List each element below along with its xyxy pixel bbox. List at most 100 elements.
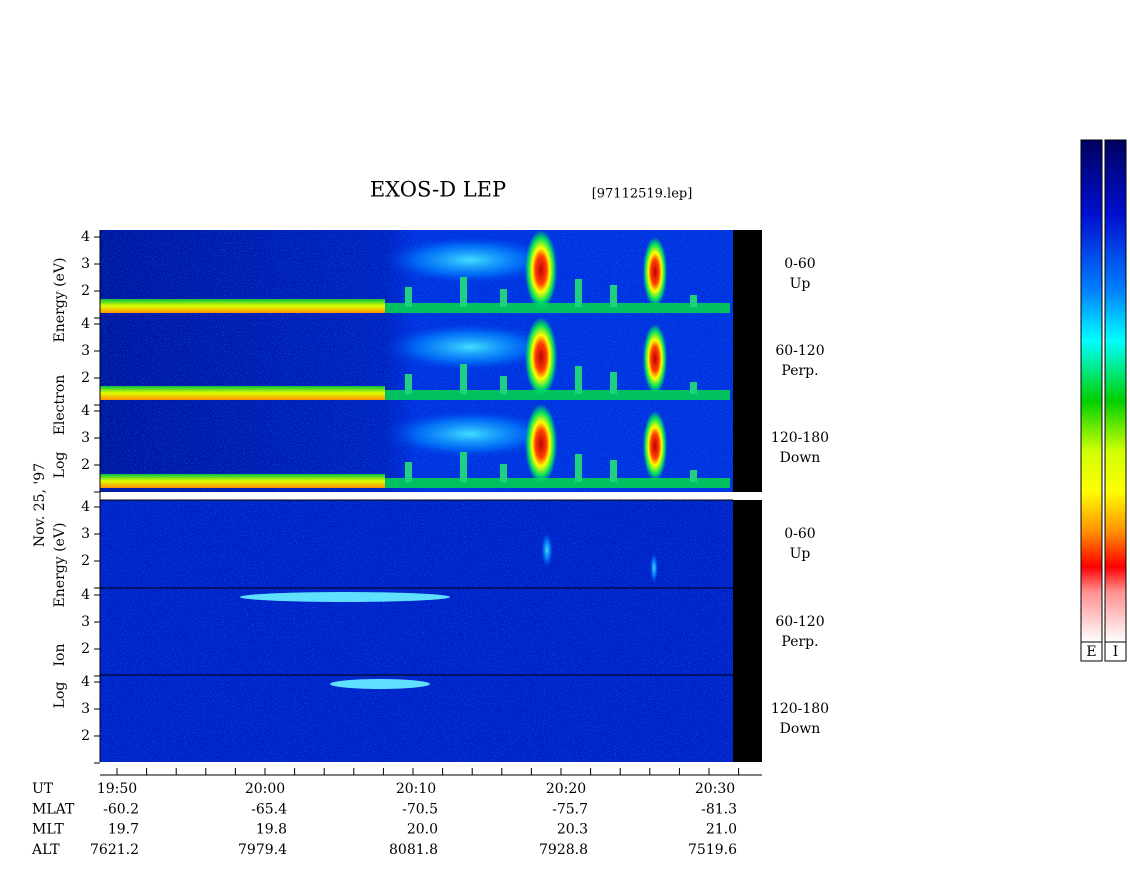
- ephemeris-value: -81.3: [701, 801, 737, 817]
- low-energy-band: [385, 478, 730, 488]
- no-data: [733, 317, 762, 404]
- date: Nov. 25, '97: [32, 463, 48, 547]
- ion-band: [330, 679, 430, 689]
- spike: [575, 454, 582, 482]
- file-name: [97112519.lep]: [592, 187, 693, 202]
- pitch-angle-direction: Perp.: [781, 363, 818, 379]
- pitch-angle-direction: Up: [790, 276, 811, 292]
- title: EXOS-D LEP: [370, 178, 506, 202]
- pitch-angle-direction: Perp.: [781, 634, 818, 650]
- y-tick-label: 3: [81, 614, 90, 630]
- spike: [460, 452, 467, 482]
- y-tick-label: 4: [81, 316, 90, 332]
- hot-spot: [525, 404, 557, 484]
- spike: [460, 277, 467, 307]
- ion-subpanel: [100, 674, 762, 762]
- ephemeris-value: 7979.4: [238, 842, 287, 858]
- spike: [610, 460, 617, 482]
- arch: [380, 235, 560, 285]
- spike: [690, 470, 697, 482]
- y-tick-label: 3: [81, 343, 90, 359]
- y-tick-label: 4: [81, 587, 90, 603]
- no-data: [733, 588, 762, 675]
- ephemeris-value: 21.0: [706, 822, 737, 838]
- ephemeris-row-name: ALT: [31, 842, 60, 858]
- ephemeris-value: 19:50: [97, 781, 137, 797]
- low-energy-band: [100, 474, 385, 488]
- ion-subpanel: [100, 587, 762, 675]
- low-energy-band: [100, 299, 385, 313]
- low-energy-band: [385, 303, 730, 313]
- spike: [500, 289, 507, 307]
- electron-subpanel: [100, 404, 762, 492]
- y-tick-label: 4: [81, 674, 90, 690]
- y-tick-label: 2: [81, 728, 90, 744]
- ephemeris-value: 20:00: [245, 781, 285, 797]
- electron-subpanel: [100, 230, 762, 317]
- y-tick-label: 2: [81, 283, 90, 299]
- y-tick-label: 3: [81, 701, 90, 717]
- pitch-angle-direction: Down: [780, 450, 821, 466]
- spectrogram-noise: [100, 675, 733, 762]
- no-data: [733, 230, 762, 317]
- y-tick-label: 3: [81, 256, 90, 272]
- ephemeris-value: 19.7: [108, 822, 139, 838]
- hot-spot: [541, 532, 553, 568]
- spike: [610, 285, 617, 307]
- ephemeris-value: 7519.6: [688, 842, 737, 858]
- y-tick-label: 3: [81, 430, 90, 446]
- y-tick-label: 3: [81, 526, 90, 542]
- ephemeris-value: 7928.8: [539, 842, 588, 858]
- low-energy-band: [100, 386, 385, 400]
- color-bar-label: I: [1113, 644, 1119, 660]
- ephemeris-value: -70.5: [402, 801, 438, 817]
- spike: [500, 464, 507, 482]
- color-bar-label: E: [1086, 644, 1096, 660]
- ephemeris-value: 19.8: [256, 822, 287, 838]
- y-tick-label: 4: [81, 403, 90, 419]
- hot-spot: [643, 237, 667, 307]
- y-tick-label: 2: [81, 553, 90, 569]
- no-data: [733, 675, 762, 762]
- spike: [690, 295, 697, 307]
- low-energy-band: [385, 390, 730, 400]
- ion-band: [240, 592, 450, 602]
- hot-spot: [525, 230, 557, 310]
- electron-axis-label: Log: [52, 452, 68, 479]
- electron-subpanel: [100, 317, 762, 404]
- spike: [405, 374, 412, 394]
- ephemeris-value: 20.0: [407, 822, 438, 838]
- pitch-angle-range: 120-180: [771, 430, 829, 446]
- pitch-angle-direction: Up: [790, 546, 811, 562]
- arch: [380, 322, 560, 372]
- color-bar: [1104, 139, 1127, 643]
- pitch-angle-range: 0-60: [784, 526, 815, 542]
- spike: [460, 364, 467, 394]
- ephemeris-row-name: UT: [32, 781, 54, 797]
- ephemeris-value: 20.3: [557, 822, 588, 838]
- spectrogram-noise: [100, 500, 733, 588]
- ephemeris-value: -60.2: [103, 801, 139, 817]
- ion-axis-label: Ion: [52, 644, 68, 667]
- ephemeris-row-name: MLT: [32, 822, 64, 838]
- spike: [610, 372, 617, 394]
- spectrogram-noise: [100, 588, 733, 675]
- pitch-angle-range: 120-180: [771, 701, 829, 717]
- color-bar-label-box: [1080, 641, 1103, 662]
- ephemeris-value: 7621.2: [90, 842, 139, 858]
- ephemeris-value: 20:10: [396, 781, 436, 797]
- ion-axis-label: Energy (eV): [52, 523, 68, 608]
- ion-axis-label: Log: [52, 682, 68, 709]
- y-tick-label: 2: [81, 641, 90, 657]
- ephemeris-value: -75.7: [552, 801, 588, 817]
- spike: [500, 376, 507, 394]
- color-bar: [1080, 139, 1103, 643]
- ephemeris-row-name: MLAT: [32, 801, 75, 817]
- spike: [690, 382, 697, 394]
- ephemeris-value: 8081.8: [389, 842, 438, 858]
- spike: [405, 462, 412, 482]
- ephemeris-value: 20:20: [546, 781, 586, 797]
- electron-axis-label: Electron: [52, 375, 68, 436]
- hot-spot: [650, 552, 658, 584]
